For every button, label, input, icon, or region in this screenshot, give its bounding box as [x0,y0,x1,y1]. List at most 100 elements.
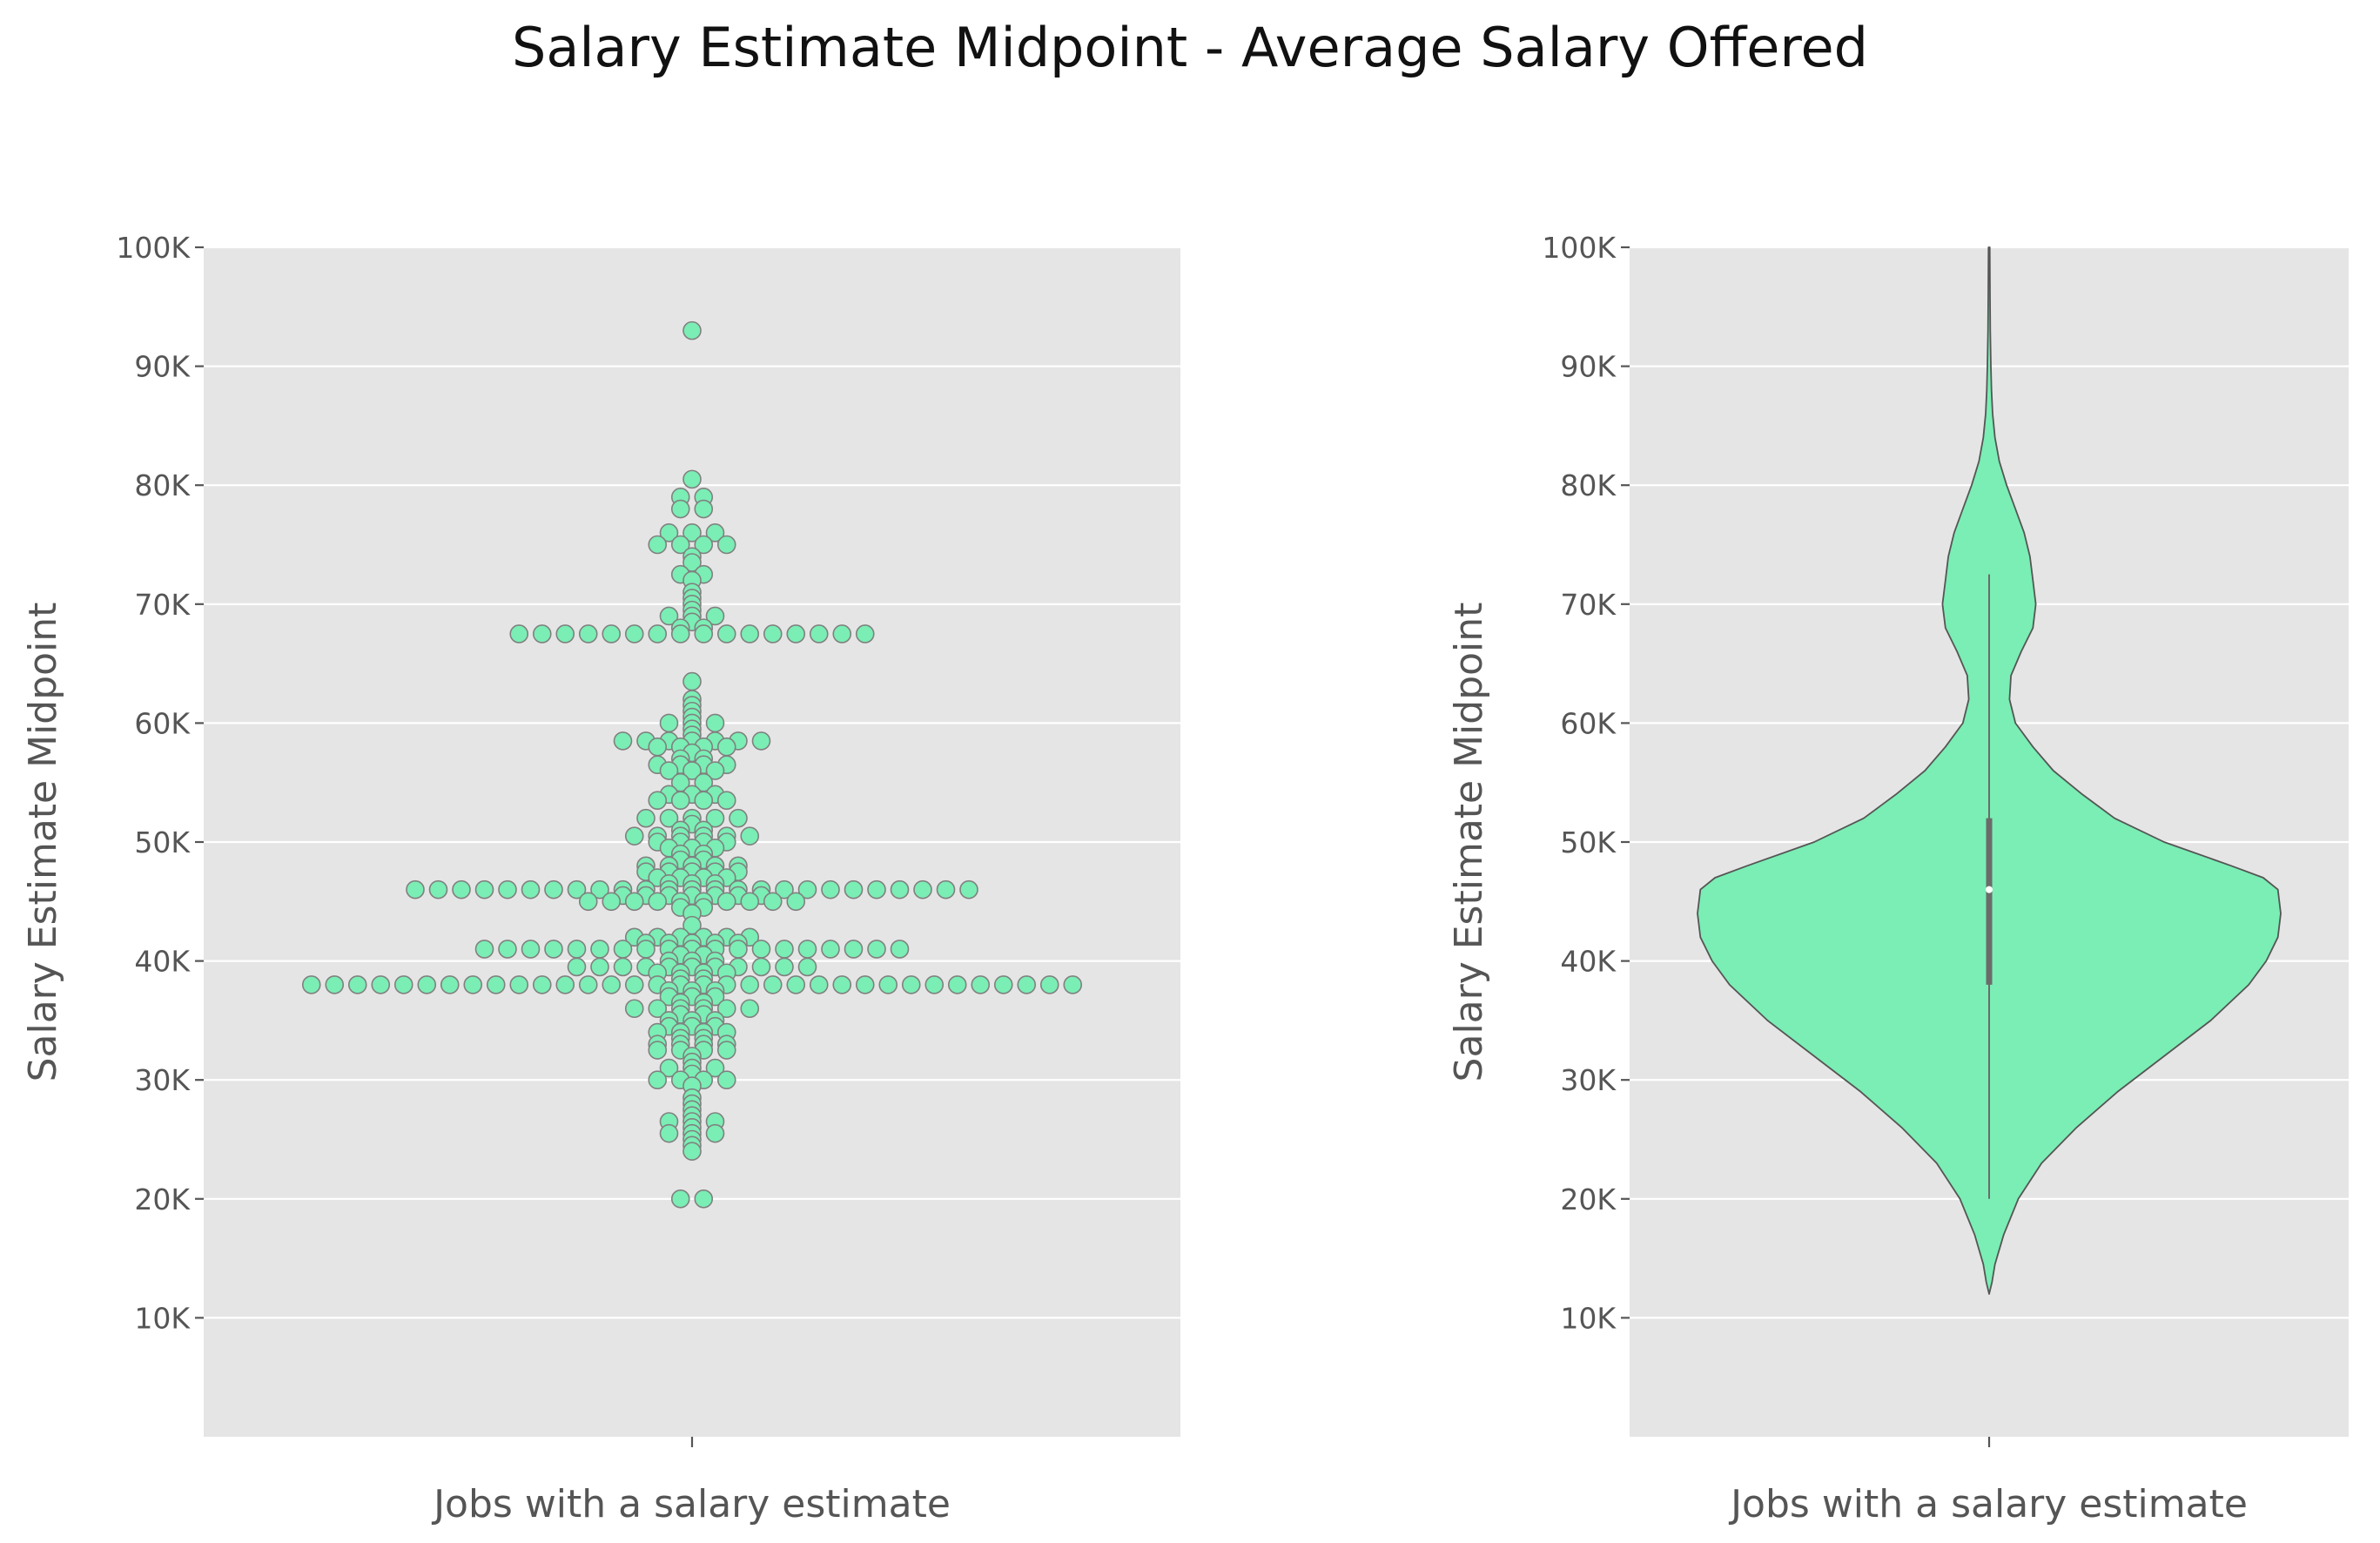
data-point [682,320,702,340]
data-point [740,892,760,912]
data-point [624,892,644,912]
data-point [947,975,967,994]
data-point [890,879,910,900]
data-point [867,879,886,900]
data-point [740,975,760,994]
data-point [682,761,702,780]
data-point [567,957,587,977]
data-point [613,957,633,977]
data-point [855,624,875,643]
data-point [1063,975,1083,994]
data-point [613,731,633,751]
data-point [670,499,690,519]
data-point [659,808,679,828]
y-tick-label: 30K [1560,1063,1617,1097]
data-point [716,791,736,810]
data-point [406,879,425,900]
data-point [371,975,391,994]
data-point [716,535,736,555]
data-point [555,624,575,643]
data-point [809,975,829,994]
data-point [913,879,932,900]
data-point [463,975,483,994]
y-tick-label: 40K [1560,945,1617,979]
data-point [729,808,748,828]
data-point [751,731,771,751]
data-point [636,940,656,959]
data-point [567,940,587,959]
data-point [659,606,679,626]
data-point [832,624,852,643]
y-tick-label: 20K [1560,1183,1617,1216]
data-point [832,975,852,994]
data-point [740,826,760,846]
y-tick-label: 10K [1560,1301,1617,1335]
y-tick-label: 100K [116,231,191,265]
data-point [694,1189,714,1209]
data-point [567,879,587,900]
data-point [890,940,910,959]
data-point [729,940,748,959]
data-point [590,957,609,977]
data-point [428,879,448,900]
data-point [763,975,783,994]
y-tick-label: 60K [134,706,191,740]
data-point [670,791,690,810]
data-point [590,940,609,959]
data-point [855,975,875,994]
data-point [670,535,690,555]
data-point [521,879,541,900]
data-point [648,999,668,1019]
data-point [624,624,644,643]
data-point [959,879,978,900]
data-point [751,940,771,959]
data-point [325,975,345,994]
y-tick-label: 40K [134,945,191,979]
x-axis-label: Jobs with a salary estimate [1728,1482,2248,1526]
data-point [878,975,898,994]
data-point [544,879,563,900]
data-point [474,940,494,959]
data-point [613,940,633,959]
data-point [1017,975,1037,994]
data-point [440,975,460,994]
figure-title: Salary Estimate Midpoint - Average Salar… [511,16,1869,79]
data-point [705,1058,725,1078]
data-point [452,879,471,900]
data-point [659,1123,679,1143]
y-tick-label: 90K [134,350,191,384]
data-point [797,957,817,977]
y-axis-label: Salary Estimate Midpoint [1447,603,1491,1082]
y-tick-label: 70K [1560,588,1617,622]
data-point [797,940,817,959]
data-point [901,975,921,994]
data-point [775,940,794,959]
data-point [786,892,806,912]
data-point [659,761,679,780]
data-point [775,957,794,977]
data-point [971,975,991,994]
y-tick-label: 10K [134,1301,191,1335]
data-point [867,940,886,959]
data-point [786,624,806,643]
data-point [993,975,1013,994]
data-point [682,1142,702,1161]
data-point [624,999,644,1019]
data-point [301,975,321,994]
data-point [624,826,644,846]
y-tick-label: 90K [1560,350,1617,384]
data-point [821,879,840,900]
data-point [716,624,736,643]
y-tick-label: 60K [1560,706,1617,740]
data-point [751,957,771,977]
data-point [740,999,760,1019]
y-tick-label: 50K [134,825,191,859]
y-tick-label: 30K [134,1063,191,1097]
data-point [648,737,668,757]
data-point [498,879,517,900]
data-point [763,892,783,912]
y-axis-label: Salary Estimate Midpoint [21,603,65,1082]
data-point [532,624,552,643]
data-point [716,737,736,757]
